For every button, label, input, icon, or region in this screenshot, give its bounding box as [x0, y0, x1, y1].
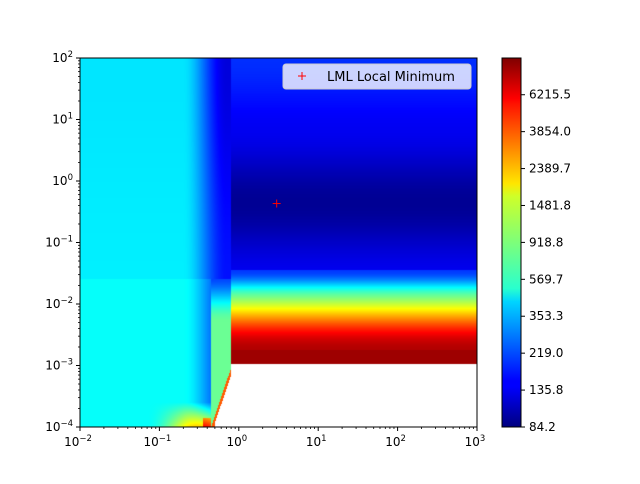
colorbar-tick-label: 3854.0 — [529, 125, 571, 139]
colorbar-gradient — [502, 58, 521, 427]
legend-label: LML Local Minimum — [327, 70, 455, 85]
y-tick-label: 102 — [52, 50, 73, 65]
y-tick-label: 100 — [52, 173, 73, 188]
colorbar-tick-label: 353.3 — [529, 309, 563, 323]
colorbar-ticks: 84.2 135.8 219.0 353.3 569.7 918.8 1481.8 2389.… — [521, 88, 571, 434]
y-tick-label: 10−4 — [45, 419, 73, 434]
x-tick-label: 100 — [226, 434, 247, 449]
x-axis: 10−2 10−1 100 101 102 103 — [64, 427, 485, 449]
legend-box — [282, 63, 472, 90]
colorbar-tick-label: 219.0 — [529, 346, 563, 360]
colorbar-tick-label: 918.8 — [529, 235, 563, 249]
y-tick-label: 10−3 — [45, 358, 73, 373]
lml-local-minimum-marker — [272, 199, 281, 208]
y-tick-label: 101 — [52, 112, 73, 127]
plot-area: 10−2 10−1 100 101 102 103 10−4 10−3 10−2 10−1 100… — [45, 50, 485, 449]
legend-marker — [298, 72, 306, 80]
series-markers — [272, 199, 281, 208]
heatmap-image — [80, 58, 477, 427]
x-tick-label: 101 — [306, 434, 327, 449]
x-tick-label: 103 — [465, 434, 486, 449]
colorbar-tick-label: 2389.7 — [529, 162, 571, 176]
y-tick-label: 10−1 — [45, 235, 73, 250]
colorbar: 84.2 135.8 219.0 353.3 569.7 918.8 1481.8 2389.… — [501, 57, 571, 434]
legend: LML Local Minimum — [282, 63, 472, 90]
colorbar-tick-label: 6215.5 — [529, 88, 571, 102]
colorbar-tick-label: 1481.8 — [529, 198, 571, 212]
y-tick-label: 10−2 — [45, 296, 73, 311]
colorbar-tick-label: 569.7 — [529, 272, 563, 286]
x-tick-label: 102 — [385, 434, 406, 449]
x-tick-label: 10−1 — [143, 434, 171, 449]
y-axis: 10−4 10−3 10−2 10−1 100 101 102 — [45, 50, 80, 434]
x-tick-label: 10−2 — [64, 434, 92, 449]
colorbar-tick-label: 84.2 — [529, 420, 556, 434]
colorbar-tick-label: 135.8 — [529, 383, 563, 397]
